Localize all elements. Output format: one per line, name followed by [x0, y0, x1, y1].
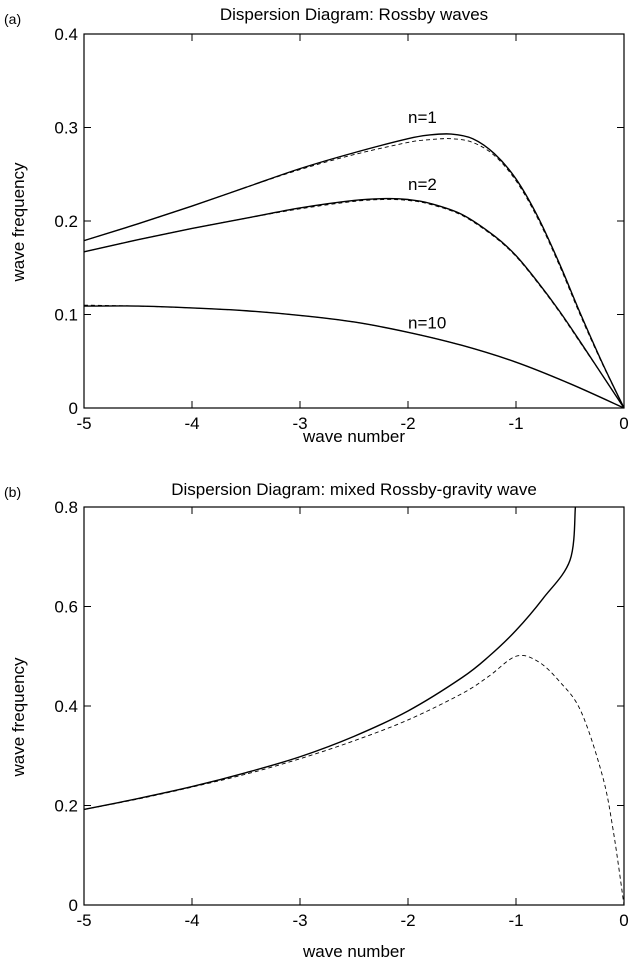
- panel-b-xlabel: wave number: [302, 942, 405, 961]
- panel-a-curve-solid: [84, 306, 624, 408]
- panel-a-ytick-label: 0.3: [54, 119, 78, 138]
- panel-b-curves: [84, 507, 624, 905]
- panel-a-curve-label: n=2: [408, 175, 437, 194]
- panel-a-curve-dashed: [84, 199, 624, 408]
- panel-a-xlabel: wave number: [302, 427, 405, 446]
- panel-b-xtick-label: -4: [184, 911, 199, 930]
- panel-b-xtick-label: -3: [292, 911, 307, 930]
- panel-b-ylabel: wave frequency: [9, 657, 28, 778]
- panel-b-xtick-label: 0: [619, 911, 628, 930]
- panel-a-xtick-label: -1: [508, 414, 523, 433]
- panel-a-xtick-label: -4: [184, 414, 199, 433]
- panel-b-frame: [84, 507, 624, 905]
- panel-b-ytick-label: 0.4: [54, 697, 78, 716]
- panel-b-ytick-label: 0.6: [54, 598, 78, 617]
- panel-a-curve-solid: [84, 134, 624, 408]
- panel-a-ylabel: wave frequency: [9, 162, 28, 283]
- panel-a-xtick-label: -5: [76, 414, 91, 433]
- panel-b-title: Dispersion Diagram: mixed Rossby-gravity…: [171, 480, 537, 499]
- panel-b-curve-dashed: [84, 655, 624, 905]
- panel-a-curves: [84, 134, 624, 408]
- panel-b-xtick-label: -1: [508, 911, 523, 930]
- panel-a-curve-dashed: [84, 139, 624, 408]
- panel-b-ytick-label: 0: [69, 896, 78, 915]
- panel-a-xtick-label: 0: [619, 414, 628, 433]
- panel-b-curve-solid: [84, 507, 575, 809]
- panel-a-xtick-label: -2: [400, 414, 415, 433]
- panel-b-xtick-label: -2: [400, 911, 415, 930]
- panel-a-ytick-label: 0.1: [54, 306, 78, 325]
- panel-a-curve-label: n=1: [408, 108, 437, 127]
- panel-a-title: Dispersion Diagram: Rossby waves: [220, 5, 488, 24]
- panel-a-curve-dashed: [84, 305, 624, 408]
- panel-a-ytick-label: 0: [69, 399, 78, 418]
- panel-a: (a) Dispersion Diagram: Rossby waves wav…: [4, 5, 629, 446]
- panel-b-ticks: -5 -4 -3 -2 -1 0 0 0.2 0.4 0.6 0.8: [54, 498, 628, 930]
- panel-a-xtick-label: -3: [292, 414, 307, 433]
- panel-a-ytick-label: 0.2: [54, 212, 78, 231]
- panel-b-ytick-label: 0.8: [54, 498, 78, 517]
- panel-a-curve-label: n=10: [408, 314, 446, 333]
- panel-a-label: (a): [4, 11, 21, 27]
- panel-a-ytick-label: 0.4: [54, 25, 78, 44]
- panel-b: (b) Dispersion Diagram: mixed Rossby-gra…: [4, 480, 629, 961]
- panel-b-ytick-label: 0.2: [54, 797, 78, 816]
- panel-b-xtick-label: -5: [76, 911, 91, 930]
- panel-b-label: (b): [4, 484, 21, 500]
- panel-a-frame: [84, 34, 624, 408]
